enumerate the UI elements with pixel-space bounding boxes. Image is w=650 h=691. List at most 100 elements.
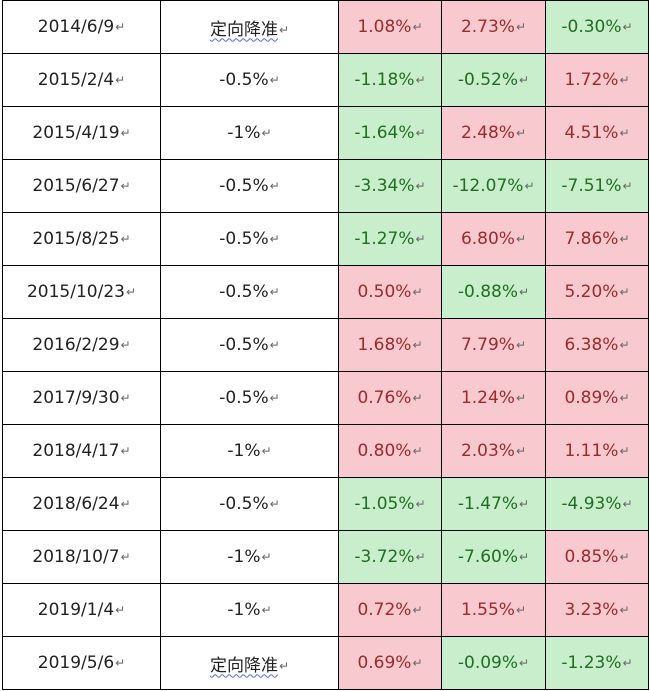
cut-cell: -0.5%↵	[160, 159, 339, 213]
paragraph-mark-icon: ↵	[622, 656, 633, 670]
paragraph-mark-icon: ↵	[120, 497, 131, 511]
change-value: -1.05%	[354, 494, 415, 514]
change-value: 7.79%	[460, 335, 515, 355]
change-value: 1.72%	[564, 70, 619, 90]
paragraph-mark-icon: ↵	[261, 550, 272, 564]
change-2-cell: -12.07%↵	[441, 159, 546, 213]
paragraph-mark-icon: ↵	[120, 179, 131, 193]
cut-text: -0.5%	[219, 335, 269, 355]
change-2-cell: 1.24%↵	[441, 371, 546, 425]
paragraph-mark-icon: ↵	[622, 179, 633, 193]
cut-cell: -1%↵	[160, 583, 339, 637]
cut-text: 定向降准	[209, 19, 278, 40]
cut-cell: 定向降准↵	[160, 636, 339, 690]
paragraph-mark-icon: ↵	[269, 285, 280, 299]
cut-cell: -0.5%↵	[160, 212, 339, 266]
change-1-cell: -3.34%↵	[338, 159, 442, 213]
paragraph-mark-icon: ↵	[269, 497, 280, 511]
date-cell: 2018/4/17↵	[2, 424, 161, 478]
paragraph-mark-icon: ↵	[115, 20, 126, 34]
change-value: 0.72%	[357, 600, 412, 620]
change-value: 5.20%	[564, 282, 619, 302]
table-row: 2018/10/7↵ -1%↵ -3.72%↵ -7.60%↵ 0.85%↵	[2, 530, 649, 584]
table-row: 2015/4/19↵ -1%↵ -1.64%↵ 2.48%↵ 4.51%↵	[2, 106, 649, 160]
change-3-cell: 1.72%↵	[545, 53, 649, 107]
change-3-cell: 0.89%↵	[545, 371, 649, 425]
paragraph-mark-icon: ↵	[619, 126, 630, 140]
change-3-cell: -7.51%↵	[545, 159, 649, 213]
paragraph-mark-icon: ↵	[261, 444, 272, 458]
change-value: 1.68%	[357, 335, 412, 355]
change-value: -12.07%	[452, 176, 524, 196]
paragraph-mark-icon: ↵	[269, 73, 280, 87]
date-text: 2015/6/27	[32, 176, 120, 196]
paragraph-mark-icon: ↵	[115, 603, 126, 617]
paragraph-mark-icon: ↵	[120, 444, 131, 458]
paragraph-mark-icon: ↵	[519, 550, 530, 564]
date-cell: 2015/10/23↵	[2, 265, 161, 319]
paragraph-mark-icon: ↵	[622, 20, 633, 34]
table-row: 2018/6/24↵ -0.5%↵ -1.05%↵ -1.47%↵ -4.93%…	[2, 477, 649, 531]
cut-cell: -1%↵	[160, 530, 339, 584]
date-text: 2018/10/7	[32, 547, 120, 567]
date-cell: 2019/5/6↵	[2, 636, 161, 690]
cut-text: -1%	[227, 600, 261, 620]
change-1-cell: -1.05%↵	[338, 477, 442, 531]
table-row: 2015/2/4↵ -0.5%↵ -1.18%↵ -0.52%↵ 1.72%↵	[2, 53, 649, 107]
paragraph-mark-icon: ↵	[415, 73, 426, 87]
cut-text: -0.5%	[219, 70, 269, 90]
date-cell: 2017/9/30↵	[2, 371, 161, 425]
change-value: -1.64%	[354, 123, 415, 143]
date-text: 2014/6/9	[37, 17, 115, 37]
cut-text: -0.5%	[219, 282, 269, 302]
change-value: -0.30%	[561, 17, 622, 37]
cut-cell: -0.5%↵	[160, 265, 339, 319]
cut-text: -0.5%	[219, 229, 269, 249]
change-3-cell: 3.23%↵	[545, 583, 649, 637]
paragraph-mark-icon: ↵	[619, 285, 630, 299]
table-row: 2016/2/29↵ -0.5% ↵ 1.68%↵ 7.79%↵ 6.38%↵	[2, 318, 649, 372]
change-3-cell: 6.38%↵	[545, 318, 649, 372]
date-text: 2015/4/19	[32, 123, 120, 143]
cut-text: -1%	[227, 123, 261, 143]
paragraph-mark-icon: ↵	[269, 179, 280, 193]
date-cell: 2018/10/7↵	[2, 530, 161, 584]
date-text: 2019/5/6	[37, 653, 115, 673]
change-value: -7.60%	[457, 547, 519, 567]
paragraph-mark-icon: ↵	[415, 550, 426, 564]
change-1-cell: 0.50%↵	[338, 265, 442, 319]
paragraph-mark-icon: ↵	[515, 338, 527, 352]
change-2-cell: 7.79%↵	[441, 318, 546, 372]
change-2-cell: 2.73%↵	[441, 0, 546, 54]
change-value: 0.89%	[564, 388, 619, 408]
change-value: -0.52%	[457, 70, 519, 90]
change-1-cell: -1.18%↵	[338, 53, 442, 107]
change-value: 2.73%	[460, 17, 515, 37]
paragraph-mark-icon: ↵	[269, 232, 280, 246]
change-3-cell: 1.11%↵	[545, 424, 649, 478]
change-value: 6.38%	[564, 335, 619, 355]
cut-cell: -1%↵	[160, 106, 339, 160]
paragraph-mark-icon: ↵	[515, 603, 527, 617]
change-value: -0.09%	[457, 653, 519, 673]
cut-text: -0.5%	[219, 388, 269, 408]
paragraph-mark-icon: ↵	[412, 391, 423, 405]
date-cell: 2016/2/29↵	[2, 318, 161, 372]
paragraph-mark-icon: ↵	[415, 126, 426, 140]
change-1-cell: 1.68%↵	[338, 318, 442, 372]
paragraph-mark-icon: ↵	[412, 603, 423, 617]
table-row: 2015/10/23↵ -0.5%↵ 0.50%↵ -0.88%↵ 5.20%↵	[2, 265, 649, 319]
date-cell: 2015/8/25↵	[2, 212, 161, 266]
date-text: 2016/2/29	[32, 335, 120, 355]
change-3-cell: -1.23%↵	[545, 636, 649, 690]
cut-cell: -0.5%↵	[160, 371, 339, 425]
change-value: -7.51%	[561, 176, 622, 196]
paragraph-mark-icon: ↵	[412, 656, 423, 670]
paragraph-mark-icon: ↵	[519, 497, 530, 511]
cut-text: 定向降准	[209, 655, 278, 676]
table-row: 2019/5/6↵ 定向降准↵ 0.69%↵ -0.09%↵ -1.23%↵	[2, 636, 649, 690]
change-3-cell: 5.20%↵	[545, 265, 649, 319]
paragraph-mark-icon: ↵	[115, 73, 126, 87]
